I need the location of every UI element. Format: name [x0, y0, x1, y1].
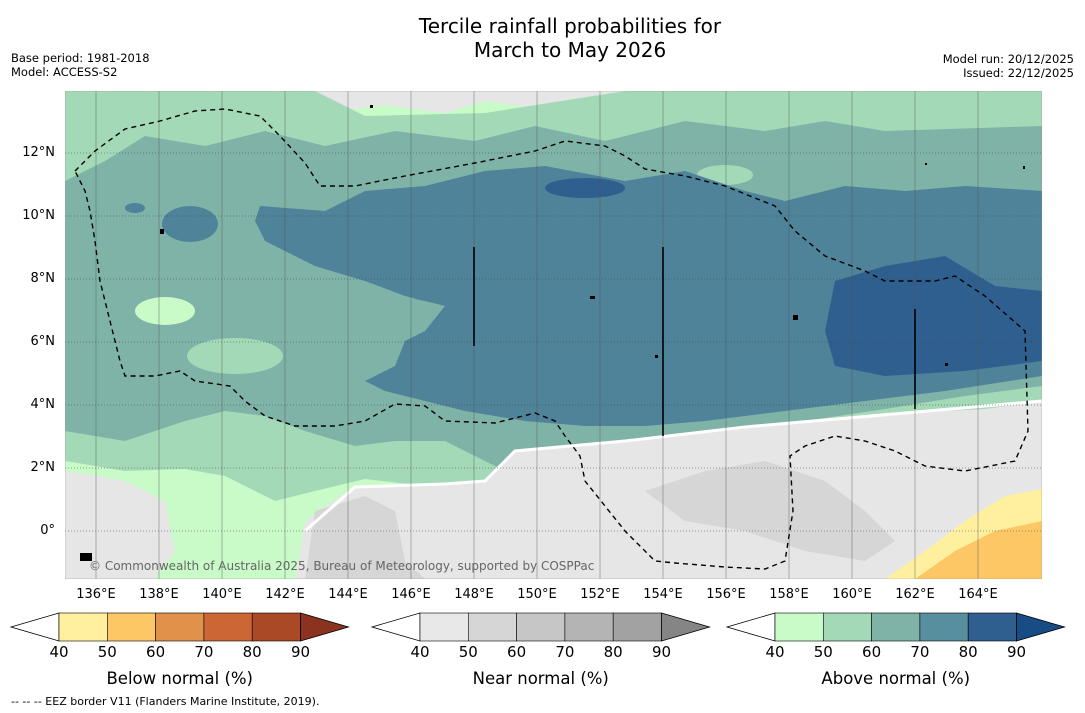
- colorbar-segment: [919, 612, 969, 642]
- patch-mid-2: [125, 203, 145, 213]
- patch-mid-3: [412, 291, 448, 301]
- colorbar-tick: 60: [507, 643, 527, 661]
- lat-label-2n: 2°N: [30, 460, 56, 475]
- lat-label-4n: 4°N: [30, 397, 56, 412]
- colorbar-segment: [871, 612, 921, 642]
- colorbar-segment: [774, 612, 824, 642]
- colorbar-extend-low: [725, 612, 776, 642]
- lon-label-146: 146°E: [391, 587, 431, 602]
- lon-label-158: 158°E: [769, 587, 809, 602]
- copyright-text: © Commonwealth of Australia 2025, Bureau…: [89, 559, 594, 573]
- colorbar-below: [9, 612, 350, 642]
- colorbar-tick: 50: [97, 643, 117, 661]
- lon-label-138: 138°E: [139, 587, 179, 602]
- title-line-2: March to May 2026: [473, 38, 667, 62]
- colorbar-tick: 70: [194, 643, 214, 661]
- colorbar-title-near: Near normal (%): [472, 669, 609, 688]
- colorbar-segment: [612, 612, 662, 642]
- lat-gridlines: [65, 152, 1042, 532]
- colorbar-tick: 70: [555, 643, 575, 661]
- lon-label-156: 156°E: [706, 587, 746, 602]
- base-period: Base period: 1981-2018: [11, 51, 150, 65]
- band-near-sw: [65, 471, 175, 579]
- lon-gridlines: [95, 91, 979, 579]
- colorbar-tick: 40: [410, 643, 430, 661]
- patch-light-2: [187, 338, 283, 374]
- map-title: Tercile rainfall probabilities for March…: [0, 14, 1085, 62]
- lat-label-8n: 8°N: [30, 271, 56, 286]
- map-panel: © Commonwealth of Australia 2025, Bureau…: [64, 90, 1043, 580]
- colorbar-tick: 40: [49, 643, 69, 661]
- colorbar-segment: [58, 612, 108, 642]
- colorbar-segment: [419, 612, 469, 642]
- colorbar-tick: 70: [910, 643, 930, 661]
- lat-label-0: 0°: [40, 523, 55, 538]
- colorbar-tick: 90: [290, 643, 311, 661]
- colorbars: [9, 612, 1066, 642]
- colorbar-tick: 60: [146, 643, 166, 661]
- eez-footnote: -- -- -- EEZ border V11 (Flanders Marine…: [11, 695, 320, 708]
- colorbar-tick: 50: [458, 643, 478, 661]
- patch-light-1: [135, 297, 195, 325]
- colorbar-segment: [967, 612, 1017, 642]
- lon-label-154: 154°E: [643, 587, 683, 602]
- colorbar-extend-high: [300, 612, 350, 642]
- islands: [80, 105, 1025, 561]
- colorbar-tick: 80: [958, 643, 978, 661]
- colorbar-title-above: Above normal (%): [821, 669, 971, 688]
- colorbar-tick: 80: [603, 643, 623, 661]
- rainfall-probability-map: © Commonwealth of Australia 2025, Bureau…: [64, 90, 1043, 580]
- meta-right: Model run: 20/12/2025 Issued: 22/12/2025: [943, 52, 1074, 80]
- colorbar-segment: [467, 612, 517, 642]
- lon-label-140: 140°E: [202, 587, 242, 602]
- colorbar-near: [370, 612, 711, 642]
- lon-label-142: 142°E: [265, 587, 305, 602]
- colorbar-title-below: Below normal (%): [106, 669, 254, 688]
- lon-label-136: 136°E: [76, 587, 116, 602]
- colorbar-segment: [203, 612, 253, 642]
- lon-label-150: 150°E: [517, 587, 557, 602]
- band-above-80: [825, 256, 1042, 376]
- lon-label-162: 162°E: [895, 587, 935, 602]
- model-name: Model: ACCESS-S2: [11, 65, 118, 79]
- meta-left: Base period: 1981-2018 Model: ACCESS-S2: [11, 51, 150, 79]
- patch-dark-north: [545, 178, 625, 198]
- lon-label-144: 144°E: [328, 587, 368, 602]
- colorbar-tick: 80: [242, 643, 262, 661]
- colorbar-segment: [564, 612, 614, 642]
- patch-mid-1: [162, 206, 218, 242]
- eez-border-west: [74, 108, 1029, 570]
- lon-label-164: 164°E: [958, 587, 998, 602]
- colorbar-segment: [107, 612, 156, 642]
- colorbar-segment: [822, 612, 872, 642]
- lon-label-152: 152°E: [580, 587, 620, 602]
- colorbar-above: [725, 612, 1066, 642]
- colorbar-extend-high: [1016, 612, 1066, 642]
- band-near-south-50: [305, 496, 425, 579]
- colorbar-tick: 50: [813, 643, 833, 661]
- colorbar-tick: 90: [651, 643, 672, 661]
- model-run: Model run: 20/12/2025: [942, 52, 1074, 66]
- issued-date: Issued: 22/12/2025: [963, 66, 1074, 80]
- colorbar-extend-low: [9, 612, 60, 642]
- band-below-50: [915, 521, 1042, 579]
- lat-label-12n: 12°N: [22, 145, 55, 160]
- contour-edge: [304, 399, 1042, 533]
- lon-label-160: 160°E: [832, 587, 872, 602]
- colorbar-segment: [516, 612, 566, 642]
- colorbar-tick: 60: [862, 643, 882, 661]
- colorbar-extend-high: [661, 612, 711, 642]
- colorbar-extend-low: [370, 612, 421, 642]
- band-near-south-50b: [645, 461, 895, 561]
- lat-label-6n: 6°N: [30, 334, 56, 349]
- lat-label-10n: 10°N: [22, 208, 55, 223]
- colorbar-segment: [251, 612, 301, 642]
- lon-label-148: 148°E: [454, 587, 494, 602]
- colorbar-tick: 40: [765, 643, 785, 661]
- colorbar-tick: 90: [1006, 643, 1027, 661]
- colorbar-segment: [155, 612, 205, 642]
- title-line-1: Tercile rainfall probabilities for: [418, 14, 722, 38]
